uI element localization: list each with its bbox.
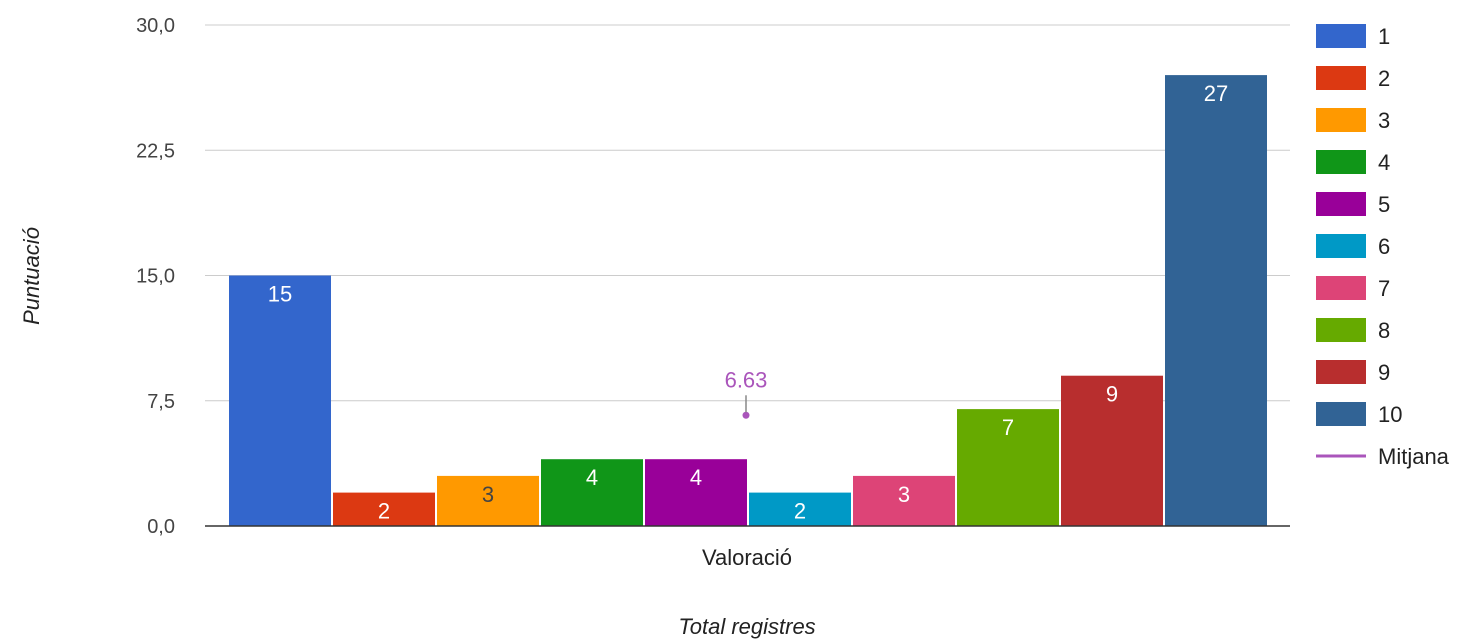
legend-swatch-4 [1316, 150, 1366, 174]
legend-label-8: 8 [1378, 318, 1390, 343]
bar-label-4: 4 [586, 465, 598, 490]
y-tick-label: 0,0 [147, 516, 175, 538]
y-tick-label: 15,0 [136, 266, 175, 288]
y-axis-ticks: 0,0 7,5 15,0 22,5 30,0 [136, 15, 175, 538]
legend-swatch-9 [1316, 360, 1366, 384]
category-label: Valoració [702, 545, 792, 570]
legend: 1 2 3 4 5 6 7 8 9 10 Mitjana [1316, 24, 1450, 469]
legend-label-7: 7 [1378, 276, 1390, 301]
bar-label-10: 27 [1204, 81, 1228, 106]
legend-label-5: 5 [1378, 192, 1390, 217]
y-axis-title: Puntuació [19, 227, 44, 325]
bar-label-3: 3 [482, 482, 494, 507]
bar-1 [229, 275, 331, 526]
legend-label-10: 10 [1378, 402, 1402, 427]
legend-label-9: 9 [1378, 360, 1390, 385]
legend-label-1: 1 [1378, 24, 1390, 49]
bar-label-1: 15 [268, 282, 292, 307]
bar-8 [957, 409, 1059, 526]
legend-label-mitjana: Mitjana [1378, 444, 1450, 469]
legend-label-2: 2 [1378, 66, 1390, 91]
bar-6 [749, 492, 851, 526]
bar-data-labels: 15 2 3 4 4 2 3 7 9 27 [268, 81, 1228, 523]
legend-swatch-3 [1316, 108, 1366, 132]
mean-label: 6.63 [725, 367, 768, 392]
bar-7 [853, 475, 955, 526]
bar-label-6: 2 [794, 499, 806, 524]
legend-label-3: 3 [1378, 108, 1390, 133]
bar-9 [1061, 375, 1163, 526]
x-axis-title: Total registres [678, 614, 815, 639]
bar-2 [333, 492, 435, 526]
legend-swatch-5 [1316, 192, 1366, 216]
bar-10 [1165, 75, 1267, 526]
bars [229, 75, 1267, 526]
y-tick-label: 7,5 [147, 391, 175, 413]
bar-4 [541, 459, 643, 526]
y-tick-label: 22,5 [136, 140, 175, 162]
mean-point [742, 411, 750, 419]
bar-label-2: 2 [378, 499, 390, 524]
legend-swatch-8 [1316, 318, 1366, 342]
legend-swatch-6 [1316, 234, 1366, 258]
legend-swatch-2 [1316, 66, 1366, 90]
bar-3 [437, 475, 539, 526]
legend-swatch-7 [1316, 276, 1366, 300]
legend-swatch-1 [1316, 24, 1366, 48]
bar-label-7: 3 [898, 482, 910, 507]
legend-swatch-10 [1316, 402, 1366, 426]
bar-label-8: 7 [1002, 415, 1014, 440]
legend-label-4: 4 [1378, 150, 1390, 175]
bar-label-9: 9 [1106, 382, 1118, 407]
bar-label-5: 4 [690, 465, 702, 490]
gridlines [205, 24, 1290, 402]
legend-label-6: 6 [1378, 234, 1390, 259]
bar-5 [645, 459, 747, 526]
mean-marker: 6.63 [725, 367, 768, 419]
y-tick-label: 30,0 [136, 15, 175, 37]
